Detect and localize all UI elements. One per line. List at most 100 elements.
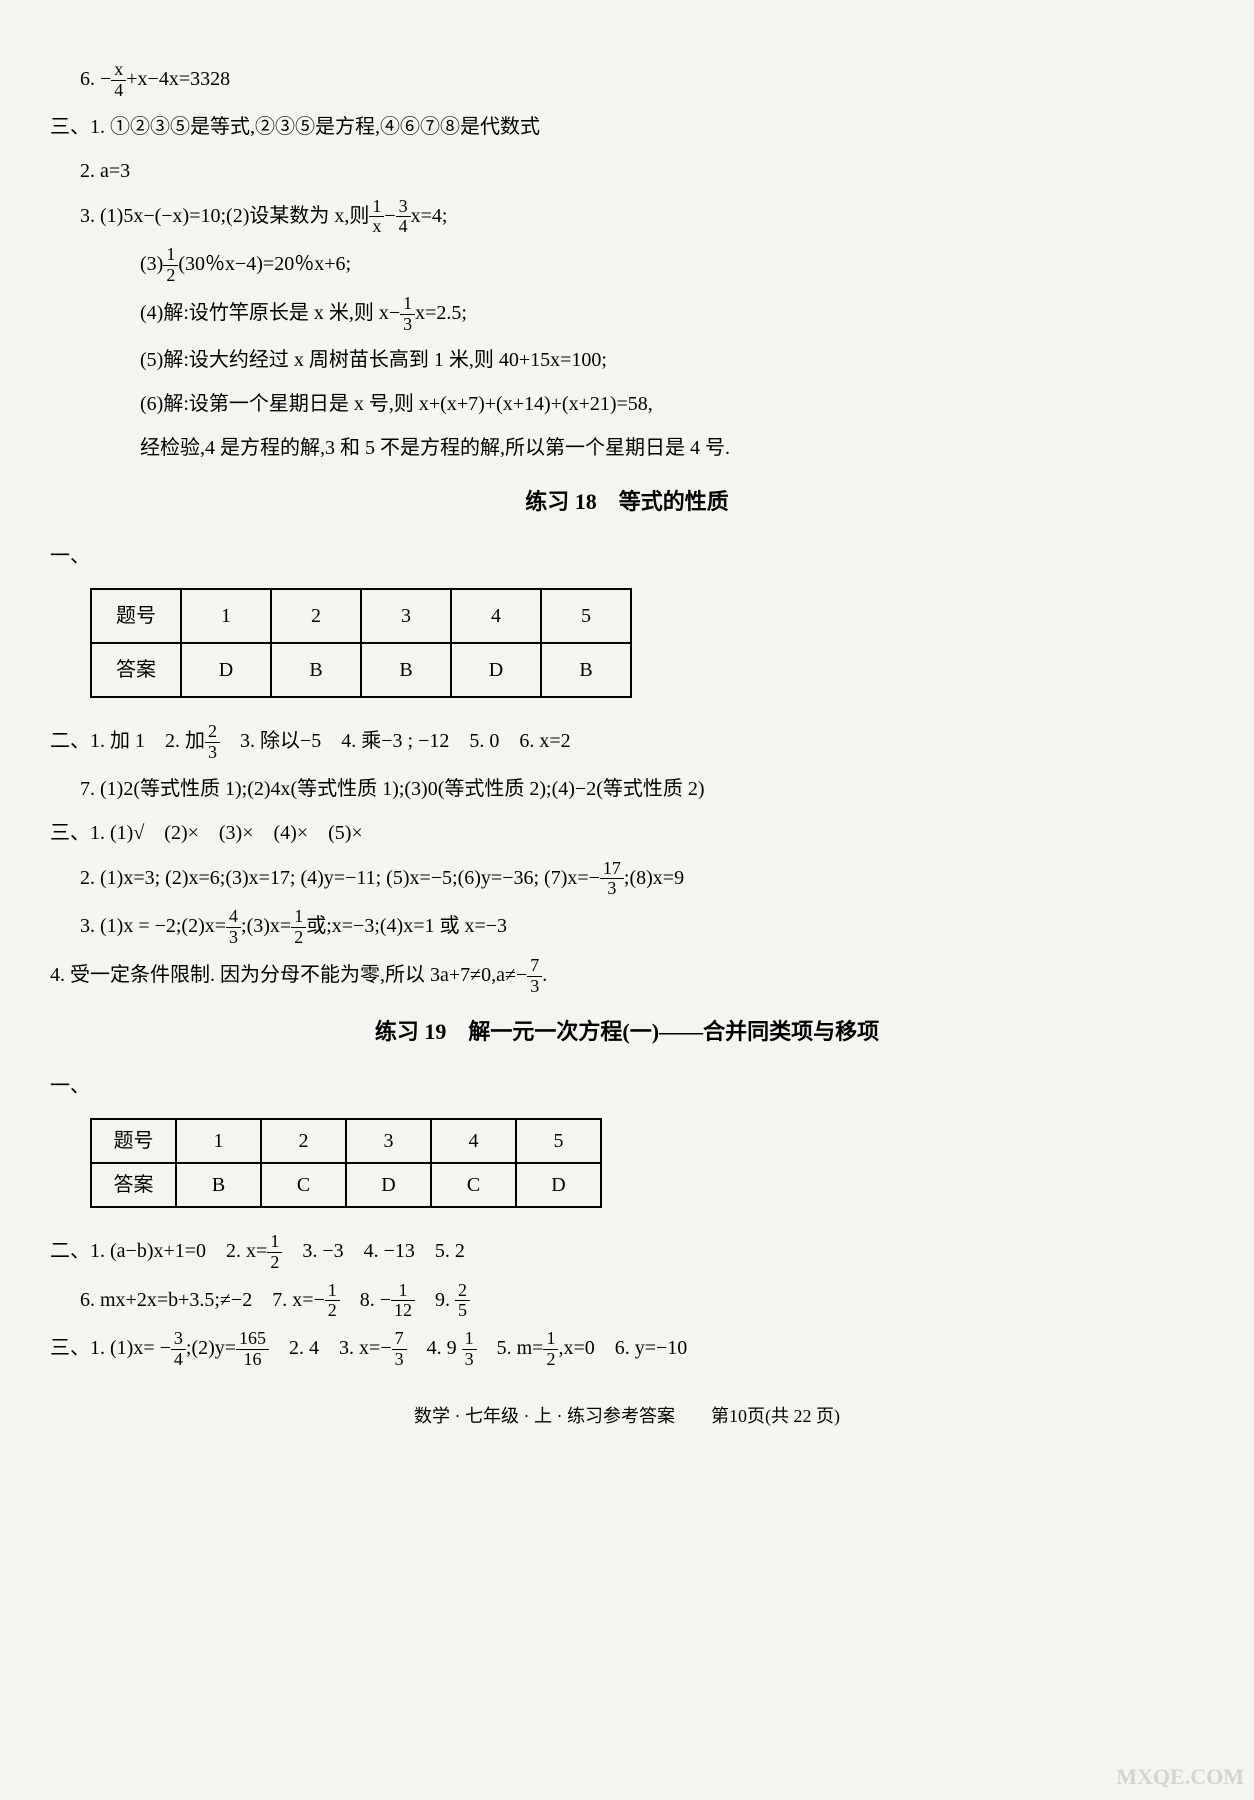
text-line: 6. mx+2x=b+3.5;≠−2 7. x=−12 8. −112 9. 2… <box>50 1281 1204 1322</box>
text: 6. − <box>80 68 111 90</box>
fraction: 12 <box>163 245 178 286</box>
fraction: 12 <box>291 907 306 948</box>
text: − <box>384 204 395 226</box>
fraction: 34 <box>171 1329 186 1370</box>
text: 二、1. 加 1 2. 加 <box>50 730 205 752</box>
table-cell: C <box>261 1163 346 1207</box>
text: 3. (1)5x−(−x)=10;(2)设某数为 x,则 <box>80 204 369 226</box>
table-cell: 3 <box>346 1119 431 1163</box>
table-cell: 4 <box>451 589 541 643</box>
text: x=4; <box>411 204 448 226</box>
text: 4. 9 <box>407 1337 462 1359</box>
table-cell: B <box>176 1163 261 1207</box>
text: 二、1. (a−b)x+1=0 2. x= <box>50 1240 267 1262</box>
text: 3. −3 4. −13 5. 2 <box>282 1240 465 1262</box>
table-cell: 1 <box>181 589 271 643</box>
text: 三、1. (1)x= − <box>50 1337 171 1359</box>
table-cell: 2 <box>261 1119 346 1163</box>
table-cell: D <box>181 643 271 697</box>
text: 经检验,4 是方程的解,3 和 5 不是方程的解,所以第一个星期日是 4 号. <box>140 437 730 459</box>
fraction: 73 <box>392 1329 407 1370</box>
text-line: 经检验,4 是方程的解,3 和 5 不是方程的解,所以第一个星期日是 4 号. <box>50 430 1204 466</box>
fraction: 23 <box>205 722 220 763</box>
answer-table-18: 题号 1 2 3 4 5 答案 D B B D B <box>90 588 632 698</box>
text-line: 2. (1)x=3; (2)x=6;(3)x=17; (4)y=−11; (5)… <box>50 859 1204 900</box>
text-line: 二、1. (a−b)x+1=0 2. x=12 3. −3 4. −13 5. … <box>50 1232 1204 1273</box>
text: 2. (1)x=3; (2)x=6;(3)x=17; (4)y=−11; (5)… <box>80 866 600 888</box>
fraction: 12 <box>325 1281 340 1322</box>
fraction: 12 <box>543 1329 558 1370</box>
table-row: 题号 1 2 3 4 5 <box>91 589 631 643</box>
table-cell: 5 <box>541 589 631 643</box>
text: 5. m= <box>477 1337 544 1359</box>
table-cell: 3 <box>361 589 451 643</box>
table-cell: 题号 <box>91 589 181 643</box>
table-cell: 5 <box>516 1119 601 1163</box>
table-cell: 2 <box>271 589 361 643</box>
answer-table-19: 题号 1 2 3 4 5 答案 B C D C D <box>90 1118 602 1208</box>
fraction: 13 <box>400 294 415 335</box>
table-row: 答案 B C D C D <box>91 1163 601 1207</box>
text-line: 7. (1)2(等式性质 1);(2)4x(等式性质 1);(3)0(等式性质 … <box>50 771 1204 807</box>
table-cell: B <box>541 643 631 697</box>
table-cell: 答案 <box>91 643 181 697</box>
text: 2. 4 3. x=− <box>269 1337 392 1359</box>
fraction: x4 <box>111 60 126 101</box>
table-cell: B <box>361 643 451 697</box>
table-cell: B <box>271 643 361 697</box>
fraction: 173 <box>600 859 624 900</box>
text-line: (4)解:设竹竿原长是 x 米,则 x−13x=2.5; <box>50 294 1204 335</box>
text: +x−4x=3328 <box>126 68 230 90</box>
text-line: 6. −x4+x−4x=3328 <box>50 60 1204 101</box>
text: ;(2)y= <box>186 1337 236 1359</box>
table-cell: D <box>516 1163 601 1207</box>
fraction: 16516 <box>236 1329 269 1370</box>
watermark: MXQE.COM <box>1116 1764 1244 1790</box>
document-content: 6. −x4+x−4x=3328 三、1. ①②③⑤是等式,②③⑤是方程,④⑥⑦… <box>50 60 1204 1432</box>
text: 3. 除以−5 4. 乘−3 ; −12 5. 0 6. x=2 <box>220 730 571 752</box>
section-label: 一、 <box>50 1068 1204 1104</box>
text: 3. (1)x = −2;(2)x= <box>80 915 226 937</box>
text: 或;x=−3;(4)x=1 或 x=−3 <box>306 915 507 937</box>
table-cell: 1 <box>176 1119 261 1163</box>
text: 9. <box>415 1288 455 1310</box>
fraction: 43 <box>226 907 241 948</box>
text: 6. mx+2x=b+3.5;≠−2 7. x=− <box>80 1288 325 1310</box>
section-title: 练习 19 解一元一次方程(一)——合并同类项与移项 <box>50 1012 1204 1052</box>
text-line: (5)解:设大约经过 x 周树苗长高到 1 米,则 40+15x=100; <box>50 342 1204 378</box>
fraction: 112 <box>391 1281 415 1322</box>
text-line: 二、1. 加 1 2. 加23 3. 除以−5 4. 乘−3 ; −12 5. … <box>50 722 1204 763</box>
text: (3) <box>140 253 163 275</box>
fraction: 1x <box>369 197 384 238</box>
text: . <box>542 964 547 986</box>
section-label: 一、 <box>50 538 1204 574</box>
text: 三、1. ①②③⑤是等式,②③⑤是方程,④⑥⑦⑧是代数式 <box>50 116 540 138</box>
text-line: 三、1. (1)x= −34;(2)y=16516 2. 4 3. x=−73 … <box>50 1329 1204 1370</box>
text-line: 4. 受一定条件限制. 因为分母不能为零,所以 3a+7≠0,a≠−73. <box>50 956 1204 997</box>
fraction: 12 <box>267 1232 282 1273</box>
text: 4. 受一定条件限制. 因为分母不能为零,所以 3a+7≠0,a≠− <box>50 964 527 986</box>
text-line: 三、1. (1)√ (2)× (3)× (4)× (5)× <box>50 815 1204 851</box>
text: (4)解:设竹竿原长是 x 米,则 x− <box>140 302 400 324</box>
text-line: 3. (1)x = −2;(2)x=43;(3)x=12或;x=−3;(4)x=… <box>50 907 1204 948</box>
table-cell: D <box>346 1163 431 1207</box>
fraction: 34 <box>396 197 411 238</box>
page-footer: 数学 · 七年级 · 上 · 练习参考答案 第10页(共 22 页) <box>50 1400 1204 1432</box>
table-cell: 4 <box>431 1119 516 1163</box>
text: ;(8)x=9 <box>624 866 684 888</box>
table-cell: D <box>451 643 541 697</box>
text-line: (6)解:设第一个星期日是 x 号,则 x+(x+7)+(x+14)+(x+21… <box>50 386 1204 422</box>
text: x=2.5; <box>415 302 467 324</box>
text: 7. (1)2(等式性质 1);(2)4x(等式性质 1);(3)0(等式性质 … <box>80 778 705 800</box>
text: (30％x−4)=20％x+6; <box>178 253 351 275</box>
text-line: 3. (1)5x−(−x)=10;(2)设某数为 x,则1x−34x=4; <box>50 197 1204 238</box>
text-line: (3)12(30％x−4)=20％x+6; <box>50 245 1204 286</box>
text: 2. a=3 <box>80 160 130 182</box>
table-cell: C <box>431 1163 516 1207</box>
text: 8. − <box>340 1288 391 1310</box>
table-row: 答案 D B B D B <box>91 643 631 697</box>
fraction: 73 <box>527 956 542 997</box>
text: ;(3)x= <box>241 915 291 937</box>
table-cell: 题号 <box>91 1119 176 1163</box>
text-line: 三、1. ①②③⑤是等式,②③⑤是方程,④⑥⑦⑧是代数式 <box>50 109 1204 145</box>
